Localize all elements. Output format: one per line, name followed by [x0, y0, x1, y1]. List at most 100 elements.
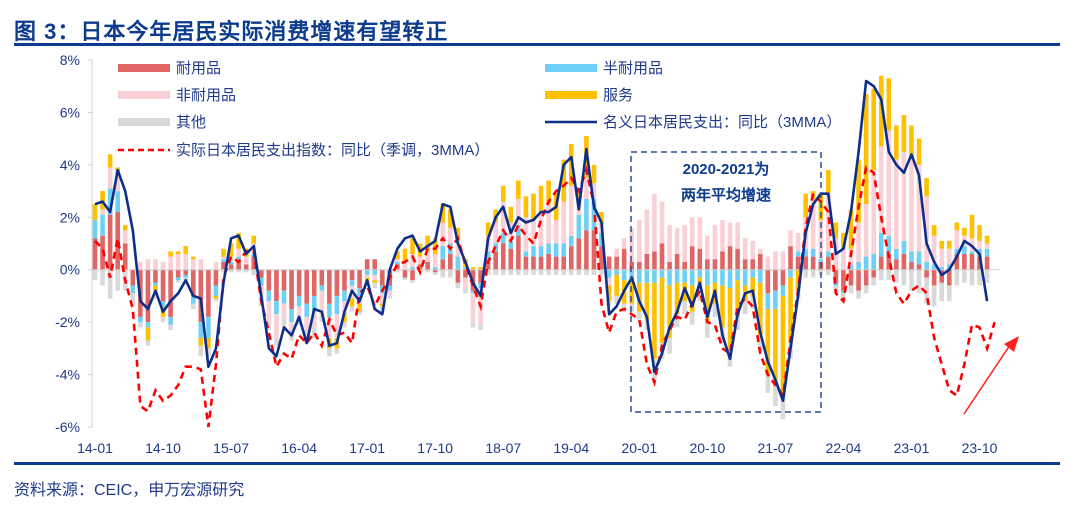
bar-nondurable	[523, 217, 529, 252]
bar-nondurable	[568, 185, 574, 236]
bar-semi-durable	[614, 269, 619, 275]
bar-semi-durable	[826, 251, 831, 257]
bar-other	[584, 269, 589, 275]
bar-other	[160, 316, 166, 323]
bar-nondurable	[425, 251, 430, 262]
bar-nondurable	[168, 256, 173, 270]
bar-semi-durable	[289, 309, 294, 323]
bar-durable	[531, 256, 536, 270]
bar-semi-durable	[674, 269, 680, 283]
bar-nondurable	[644, 209, 650, 254]
chart-title: 图 3：日本今年居民实际消费增速有望转正	[14, 19, 449, 44]
bar-durable	[901, 253, 907, 270]
bar-nondurable	[863, 204, 869, 257]
x-tick-label: 14-10	[145, 440, 181, 456]
bar-services	[599, 212, 604, 226]
bar-other	[516, 269, 521, 275]
bar-durable	[878, 256, 884, 270]
y-tick-label: -2%	[55, 314, 80, 330]
bar-durable	[274, 269, 279, 302]
bar-services	[508, 206, 514, 223]
bar-nondurable	[689, 217, 695, 247]
bar-other	[553, 269, 559, 275]
bar-services	[410, 238, 415, 254]
bar-semi-durable	[455, 256, 461, 270]
bar-other	[130, 293, 136, 307]
bar-durable	[508, 248, 514, 270]
bar-services	[213, 295, 219, 299]
bar-semi-durable	[319, 285, 325, 291]
bar-durable	[493, 251, 498, 270]
bar-services	[689, 285, 695, 312]
bar-semi-durable	[395, 261, 400, 265]
bar-semi-durable	[100, 214, 105, 236]
bar-other	[667, 337, 672, 354]
bar-semi-durable	[962, 246, 967, 254]
bar-other	[274, 337, 279, 346]
bar-durable	[221, 261, 226, 270]
bar-nondurable	[448, 227, 453, 244]
bar-services	[773, 309, 778, 386]
bar-nondurable	[901, 151, 907, 241]
bar-durable	[440, 259, 446, 270]
bar-durable	[327, 269, 332, 304]
bar-nondurable	[500, 201, 506, 234]
bar-durable	[500, 243, 506, 270]
bar-durable	[417, 264, 423, 270]
bar-semi-durable	[727, 269, 733, 289]
bar-semi-durable	[516, 225, 521, 236]
bar-semi-durable	[432, 267, 438, 270]
bar-durable	[977, 256, 982, 270]
bar-durable	[160, 269, 166, 302]
legend-swatch	[545, 91, 597, 99]
bar-durable	[788, 246, 793, 270]
bar-nondurable	[183, 253, 189, 270]
bar-semi-durable	[478, 282, 483, 289]
legend-label: 耐用品	[176, 60, 221, 77]
bar-durable	[448, 253, 453, 270]
bar-durable	[561, 256, 567, 270]
bar-durable	[190, 269, 196, 296]
x-tick-label: 21-07	[757, 440, 793, 456]
bar-other	[803, 269, 808, 278]
bar-nondurable	[115, 175, 120, 192]
bar-durable	[251, 256, 257, 270]
bar-durable	[689, 246, 695, 270]
bars-layer	[92, 75, 990, 420]
bar-durable	[674, 253, 680, 270]
bar-semi-durable	[568, 235, 574, 247]
bar-nondurable	[773, 251, 778, 270]
bar-semi-durable	[221, 259, 226, 262]
bar-other	[954, 269, 960, 286]
bar-other	[221, 269, 226, 273]
bar-semi-durable	[183, 274, 189, 278]
bar-services	[500, 185, 506, 202]
bar-nondurable	[440, 222, 446, 247]
bar-durable	[478, 269, 483, 283]
bar-durable	[130, 269, 136, 286]
bar-other	[448, 269, 453, 278]
bar-semi-durable	[206, 316, 211, 338]
bar-durable	[402, 269, 408, 278]
bar-durable	[697, 248, 703, 270]
bar-durable	[946, 269, 952, 286]
bar-semi-durable	[644, 269, 650, 283]
bar-services	[705, 285, 710, 323]
bar-durable	[954, 253, 960, 270]
bar-other	[629, 303, 635, 312]
legend-swatch	[118, 91, 170, 99]
bar-services	[448, 209, 453, 228]
bar-nondurable	[939, 248, 945, 268]
bar-nondurable	[531, 219, 536, 247]
bar-services	[720, 285, 725, 328]
bar-nondurable	[387, 290, 393, 296]
bar-durable	[916, 264, 922, 270]
bar-other	[826, 269, 831, 275]
bar-other	[856, 290, 861, 299]
bar-nondurable	[213, 261, 219, 270]
bar-services	[863, 94, 869, 205]
bar-other	[841, 293, 846, 302]
bar-semi-durable	[924, 261, 929, 270]
legend-item-durable: 耐用品	[118, 60, 221, 77]
bar-durable	[644, 253, 650, 270]
